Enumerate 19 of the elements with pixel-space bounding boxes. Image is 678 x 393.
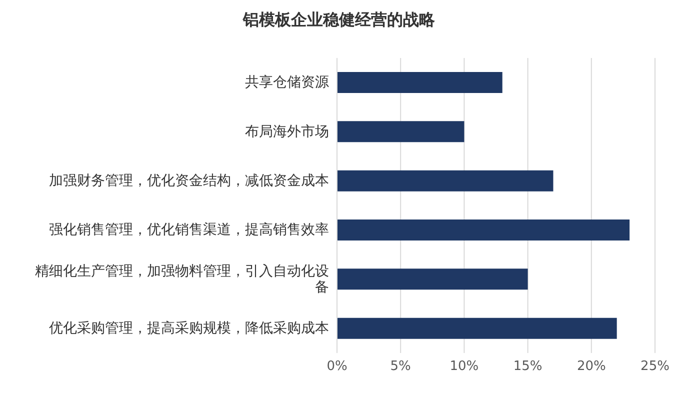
y-tick-label: 加强财务管理，优化资金结构，减低资金成本	[49, 172, 329, 189]
y-tick-label: 精细化生产管理，加强物料管理，引入自动化设备	[35, 263, 329, 296]
x-tick-label: 10%	[450, 359, 479, 374]
bar	[337, 318, 617, 339]
bar	[337, 121, 464, 142]
x-tick-label: 5%	[390, 359, 411, 374]
bar	[337, 170, 554, 192]
bar	[337, 268, 528, 290]
x-tick-label: 0%	[326, 359, 348, 374]
y-tick-label: 优化采购管理，提高采购规模，降低采购成本	[49, 320, 329, 336]
y-tick-label: 布局海外市场	[245, 124, 329, 140]
chart-title: 铝模板企业稳健经营的战略	[242, 10, 436, 31]
x-tick-label: 20%	[576, 359, 606, 374]
x-tick-label: 25%	[640, 359, 670, 374]
y-tick-label: 共享仓储资源	[245, 74, 329, 91]
y-tick-label: 强化销售管理，优化销售渠道，提高销售效率	[49, 222, 329, 238]
bar	[337, 220, 630, 240]
x-tick-label: 15%	[513, 359, 542, 374]
bar	[337, 72, 502, 93]
